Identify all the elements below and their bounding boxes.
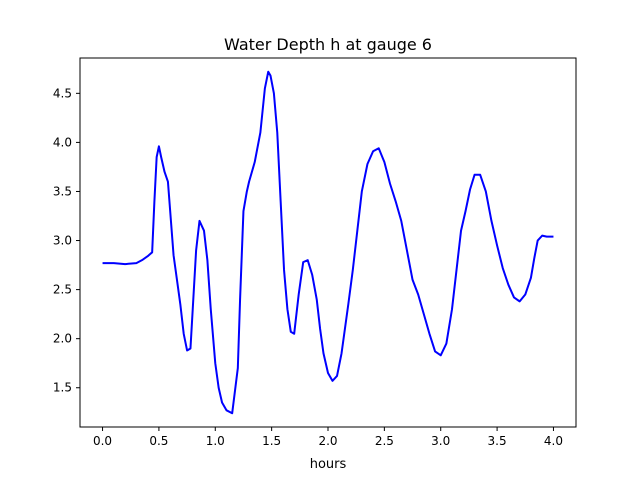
x-tick-label: 4.0 (544, 434, 563, 448)
x-tick-label: 0.0 (93, 434, 112, 448)
y-tick-label: 4.5 (53, 86, 72, 100)
series-line-1 (102, 70, 554, 415)
x-tick-label: 3.0 (431, 434, 450, 448)
y-tick-label: 2.5 (53, 283, 72, 297)
x-tick-label: 2.5 (375, 434, 394, 448)
y-tick-label: 4.0 (53, 135, 72, 149)
plot-area: 0.0 0.5 1.0 1.5 2.0 2.5 3.0 3.5 4.0 1.5 2.0 2.5 3.0 3… (53, 57, 577, 448)
x-tick-label: 1.5 (262, 434, 281, 448)
x-tick-label: 1.0 (206, 434, 225, 448)
chart-title: Water Depth h at gauge 6 (224, 35, 432, 54)
x-tick-label: 2.0 (318, 434, 337, 448)
x-axis-label: hours (310, 457, 347, 472)
y-tick-label: 1.5 (53, 381, 72, 395)
y-tick-label: 3.0 (53, 234, 72, 248)
y-tick-label: 3.5 (53, 184, 72, 198)
x-tick-label: 3.5 (488, 434, 507, 448)
x-tick-label: 0.5 (149, 434, 168, 448)
y-tick-label: 2.0 (53, 332, 72, 346)
